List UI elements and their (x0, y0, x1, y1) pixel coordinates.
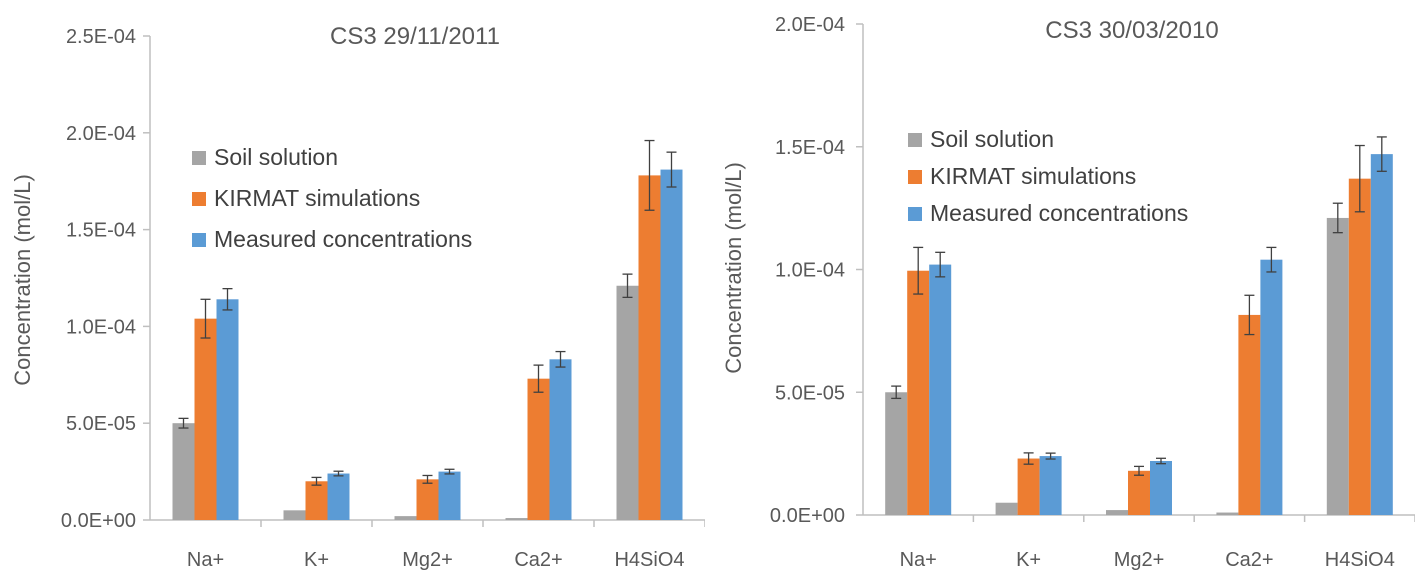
y-tick-label: 1.5E-04 (66, 220, 136, 242)
bar-soil-solution (172, 423, 195, 520)
bar-kirmat-simulations (305, 481, 328, 520)
bar-soil-solution (995, 502, 1018, 515)
legend-label: KIRMAT simulations (214, 185, 420, 211)
chart-cs3-2011: 0.0E+00 5.0E-05 1.0E-04 1.5E-04 2.0E-04 2.5E-… (10, 23, 705, 571)
chart-title: CS3 29/11/2011 (330, 23, 500, 50)
x-tick-label: Ca2+ (514, 549, 562, 571)
bar-kirmat-simulations (1128, 470, 1150, 515)
bar-measured-concentrations (438, 471, 461, 520)
y-tick-label: 0.0E+00 (770, 505, 845, 527)
bar-soil-solution (283, 510, 306, 520)
bar-measured-concentrations (1370, 154, 1393, 516)
bar-soil-solution (616, 285, 639, 520)
x-tick-label: Mg2+ (1114, 549, 1165, 571)
bar-kirmat-simulations (907, 270, 930, 515)
y-tick-label: 1.0E-04 (775, 260, 845, 282)
bar-measured-concentrations (216, 299, 239, 520)
x-tick-label: Na+ (900, 549, 937, 571)
x-tick-label: Mg2+ (402, 549, 453, 571)
bar-measured-concentrations (1150, 460, 1172, 515)
legend-label: Measured concentrations (214, 226, 472, 252)
y-tick-label: 2.0E-04 (775, 14, 845, 36)
x-tick-label: K+ (1016, 549, 1041, 571)
bar-measured-concentrations (549, 359, 572, 520)
legend-swatch (908, 207, 922, 221)
x-tick-label: H4SiO4 (1325, 549, 1395, 571)
bar-measured-concentrations (929, 264, 952, 515)
bar-kirmat-simulations (1238, 314, 1261, 515)
y-tick-label: 5.0E-05 (66, 413, 136, 435)
bar-soil-solution (1106, 510, 1128, 515)
chart-cs3-2010: 0.0E+00 5.0E-05 1.0E-04 1.5E-04 2.0E-04 Na+ K+… (721, 14, 1415, 571)
bar-soil-solution (505, 518, 528, 520)
legend-swatch (192, 192, 206, 206)
y-tick-label: 2.0E-04 (66, 123, 136, 145)
y-tick-label: 1.5E-04 (775, 137, 845, 159)
bar-soil-solution (1326, 217, 1349, 515)
legend-swatch (192, 151, 206, 165)
legend-swatch (908, 133, 922, 147)
bar-kirmat-simulations (527, 378, 550, 520)
x-tick-label: H4SiO4 (614, 549, 684, 571)
y-tick-label: 0.0E+00 (61, 510, 136, 532)
bar-kirmat-simulations (1017, 458, 1040, 515)
bar-soil-solution (885, 392, 908, 515)
legend-label: Measured concentrations (930, 200, 1188, 226)
bar-measured-concentrations (660, 169, 683, 521)
bar-soil-solution (1216, 512, 1239, 515)
x-tick-label: K+ (304, 549, 329, 571)
y-axis-title: Concentration (mol/L) (10, 174, 35, 386)
y-tick-label: 2.5E-04 (66, 26, 136, 48)
x-tick-label: Ca2+ (1225, 549, 1273, 571)
bar-kirmat-simulations (638, 175, 661, 520)
bar-kirmat-simulations (1348, 178, 1371, 516)
bar-kirmat-simulations (416, 479, 439, 520)
legend-label: Soil solution (930, 126, 1054, 152)
chart-title: CS3 30/03/2010 (1045, 17, 1218, 44)
bar-measured-concentrations (327, 473, 350, 520)
legend-swatch (192, 233, 206, 247)
legend-label: Soil solution (214, 144, 338, 170)
legend-swatch (908, 170, 922, 184)
legend-label: KIRMAT simulations (930, 163, 1136, 189)
y-axis-title: Concentration (mol/L) (721, 162, 746, 374)
bar-measured-concentrations (1039, 456, 1062, 515)
y-tick-label: 1.0E-04 (66, 316, 136, 338)
x-tick-label: Na+ (187, 549, 224, 571)
bar-soil-solution (394, 516, 417, 520)
bar-measured-concentrations (1260, 259, 1283, 515)
y-tick-label: 5.0E-05 (775, 382, 845, 404)
bar-kirmat-simulations (194, 318, 217, 520)
